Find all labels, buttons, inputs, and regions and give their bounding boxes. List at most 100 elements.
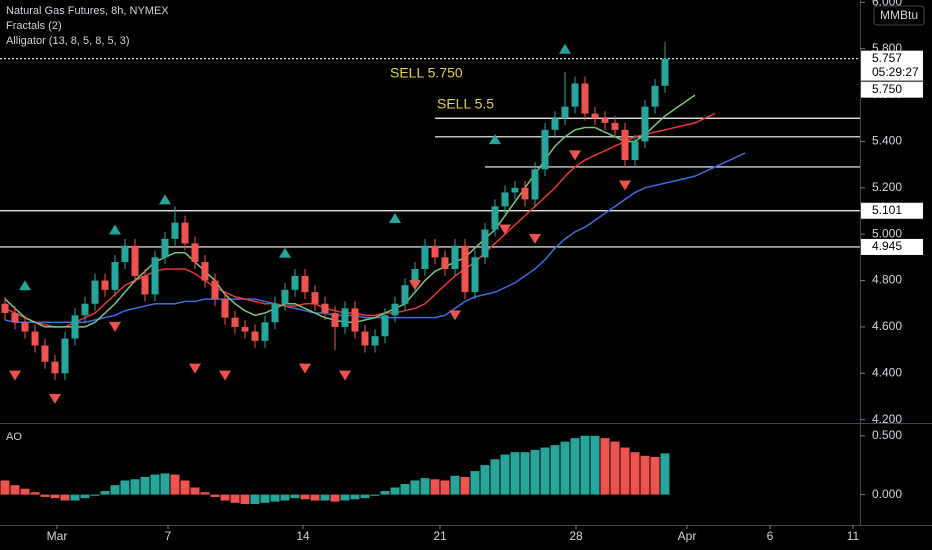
x-tick-label: 28 bbox=[569, 529, 583, 543]
candle-body bbox=[631, 141, 639, 160]
fractal-down bbox=[529, 233, 541, 244]
x-tick-label: 14 bbox=[296, 529, 310, 543]
ao-bar bbox=[600, 438, 610, 495]
fractal-up bbox=[279, 247, 291, 258]
ao-bar bbox=[420, 478, 430, 495]
indicator-label: Fractals (2) bbox=[6, 20, 62, 32]
indicator-label: Alligator (13, 8, 5, 8, 5, 3) bbox=[6, 35, 130, 47]
ao-bar bbox=[620, 447, 630, 495]
candle-body bbox=[521, 187, 529, 200]
fractal-down bbox=[569, 150, 581, 161]
fractal-down bbox=[449, 310, 461, 321]
fractal-down bbox=[619, 180, 631, 191]
candle-body bbox=[391, 303, 399, 316]
ao-bar bbox=[660, 453, 670, 495]
candle-body bbox=[641, 106, 649, 142]
candle-body bbox=[571, 83, 579, 107]
fractal-down bbox=[49, 393, 61, 404]
x-tick-label: Apr bbox=[678, 529, 697, 543]
ao-bar bbox=[320, 494, 330, 501]
price-label: 5.750 bbox=[872, 82, 902, 96]
x-tick-label: 21 bbox=[433, 529, 447, 543]
candle-body bbox=[211, 280, 219, 300]
alligator-line bbox=[4, 112, 716, 328]
ao-bar bbox=[90, 494, 100, 496]
ao-bar bbox=[370, 494, 380, 496]
candle-body bbox=[361, 331, 369, 346]
candle-body bbox=[1, 303, 9, 314]
candle-body bbox=[531, 169, 539, 200]
candle-body bbox=[281, 289, 289, 304]
candle-body bbox=[41, 345, 49, 362]
y-tick-label: 4.400 bbox=[872, 365, 902, 379]
candle-body bbox=[191, 243, 199, 263]
candle-body bbox=[251, 331, 259, 341]
fractal-down bbox=[189, 363, 201, 374]
ao-bar bbox=[550, 445, 560, 495]
unit-label[interactable]: MMBtu bbox=[880, 8, 918, 22]
y-tick-label: 5.400 bbox=[872, 134, 902, 148]
price-label: 5.757 bbox=[872, 51, 902, 65]
price-label-box bbox=[861, 81, 923, 98]
candle-body bbox=[501, 192, 509, 207]
ao-bar bbox=[280, 494, 290, 501]
ao-bar bbox=[640, 455, 650, 495]
candle-body bbox=[241, 326, 249, 332]
candle-body bbox=[351, 308, 359, 332]
ao-bar bbox=[140, 476, 150, 495]
alligator-line bbox=[4, 94, 696, 328]
ao-bar bbox=[330, 494, 340, 502]
ao-bar bbox=[440, 480, 450, 495]
candle-body bbox=[421, 245, 429, 269]
y-tick-label: 5.200 bbox=[872, 180, 902, 194]
ao-bar bbox=[290, 494, 300, 499]
candle-body bbox=[131, 245, 139, 276]
annotation: SELL 5.5 bbox=[437, 96, 494, 112]
price-label-box bbox=[861, 202, 923, 219]
candle-body bbox=[31, 331, 39, 346]
candle-body bbox=[261, 322, 269, 341]
ao-bar bbox=[480, 465, 490, 495]
candle-body bbox=[101, 280, 109, 290]
candle-body bbox=[71, 315, 79, 339]
ao-bar bbox=[30, 492, 40, 495]
ao-bar bbox=[460, 476, 470, 495]
fractal-down bbox=[339, 370, 351, 381]
candle-body bbox=[331, 313, 339, 327]
ao-bar bbox=[160, 473, 170, 495]
candle-body bbox=[601, 118, 609, 123]
candle-body bbox=[471, 257, 479, 293]
ao-bar bbox=[220, 494, 230, 501]
ao-bar bbox=[570, 438, 580, 495]
candle-body bbox=[111, 262, 119, 290]
x-tick-label: 7 bbox=[165, 529, 172, 543]
ao-bar bbox=[150, 474, 160, 495]
ao-bar bbox=[270, 494, 280, 502]
price-label: 5.101 bbox=[872, 203, 902, 217]
x-tick-label: Mar bbox=[47, 529, 68, 543]
ao-bar bbox=[120, 480, 130, 495]
ao-bar bbox=[300, 494, 310, 500]
ao-bar bbox=[200, 492, 210, 495]
ao-bar bbox=[450, 475, 460, 495]
ao-bar bbox=[560, 441, 570, 495]
ao-bar bbox=[210, 494, 220, 497]
price-label: 4.945 bbox=[872, 239, 902, 253]
candle-body bbox=[301, 275, 309, 293]
ao-bar bbox=[510, 452, 520, 495]
candle-body bbox=[231, 317, 239, 327]
y-tick-label: 4.600 bbox=[872, 319, 902, 333]
x-tick-label: 6 bbox=[767, 529, 774, 543]
ao-bar bbox=[80, 494, 90, 499]
candle-body bbox=[621, 129, 629, 160]
ao-bar bbox=[40, 494, 50, 497]
ao-bar bbox=[250, 494, 260, 504]
ao-bar bbox=[310, 494, 320, 501]
unit-box[interactable] bbox=[873, 5, 925, 26]
fractal-down bbox=[9, 370, 21, 381]
ao-bar bbox=[380, 491, 390, 495]
candle-body bbox=[121, 245, 129, 263]
plot-area bbox=[0, 41, 860, 404]
ao-bar bbox=[110, 485, 120, 495]
y-tick-label: 5.000 bbox=[872, 226, 902, 240]
